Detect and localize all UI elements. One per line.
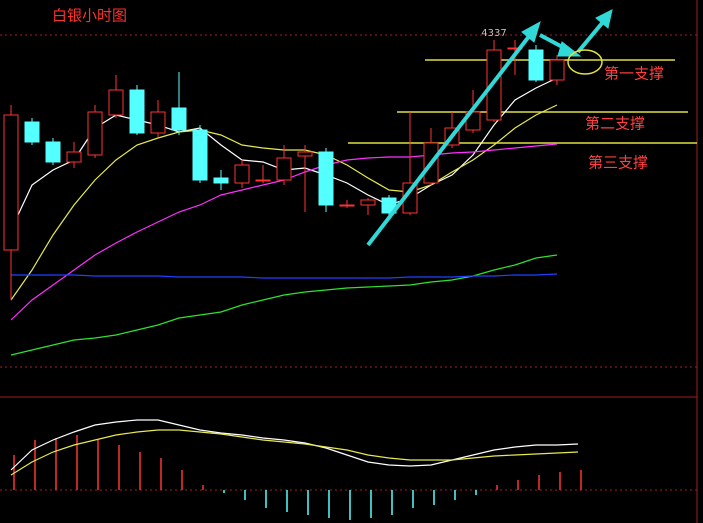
candle-body [486, 49, 502, 121]
arrow-head [595, 9, 613, 29]
candle-body [360, 199, 376, 206]
line-series [10, 419, 579, 471]
candle-body [24, 121, 40, 143]
candle-body [297, 151, 313, 157]
candle-body [66, 151, 82, 163]
line-series [10, 429, 579, 476]
arrow [576, 20, 605, 54]
candle-body [3, 114, 19, 251]
line-series [10, 254, 558, 356]
arrow [366, 33, 532, 247]
candle-body [276, 157, 292, 181]
candle-body [339, 204, 355, 207]
candle-body [87, 111, 103, 156]
candle-body [108, 89, 124, 116]
candle-body [213, 177, 229, 184]
peak-label: 4337 [481, 28, 506, 39]
macd-panel [10, 419, 582, 520]
support-label: 第一支撑 [604, 65, 664, 83]
chart-title: 白银小时图 [52, 7, 127, 25]
candle-body [528, 49, 544, 81]
candle-body [549, 59, 565, 81]
candle-body [150, 111, 166, 134]
candle-body [129, 89, 145, 134]
support-label: 第二支撑 [585, 115, 645, 133]
candle-body [255, 179, 271, 182]
support-label: 第三支撑 [588, 154, 648, 172]
candle-body [234, 164, 250, 184]
candle-body [171, 107, 187, 131]
arrows [366, 9, 613, 247]
arrow-head [521, 20, 541, 43]
candle-body [318, 151, 334, 206]
line-series [11, 273, 558, 279]
highlight-circle [567, 49, 603, 75]
candle-body [45, 141, 61, 163]
candle-body [192, 129, 208, 181]
